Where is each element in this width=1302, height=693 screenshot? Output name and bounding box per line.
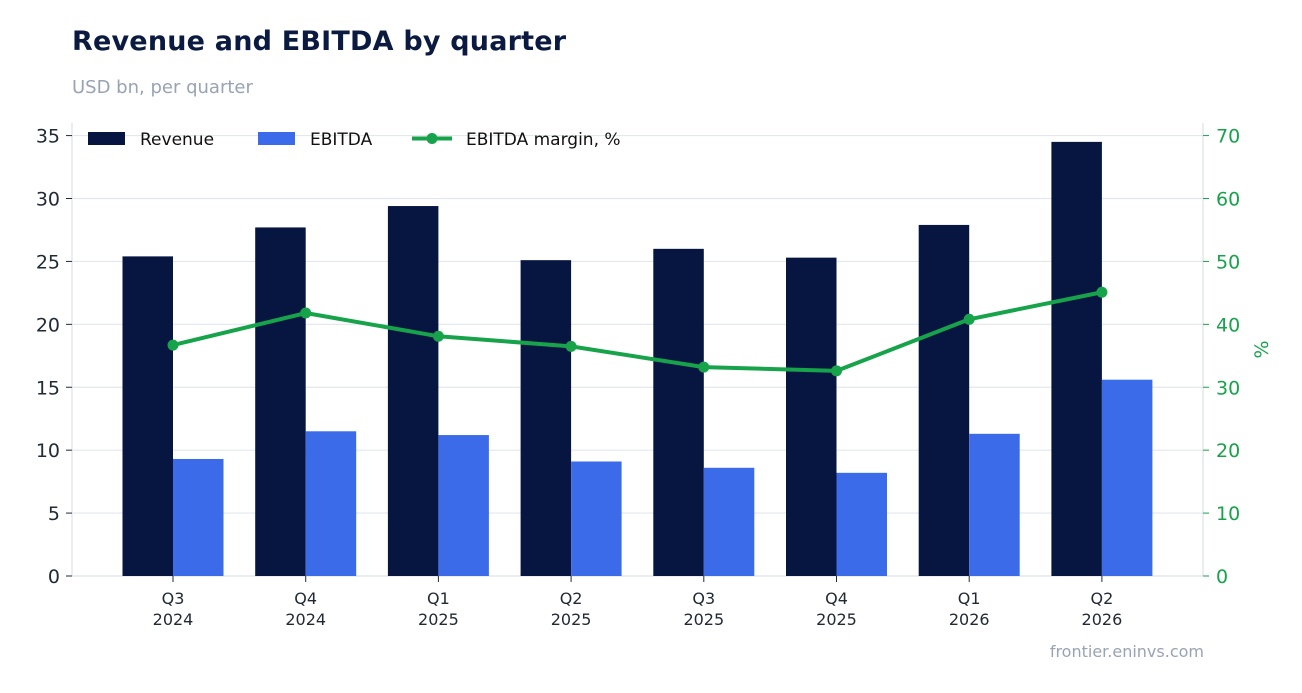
- ebitda-margin-point: [831, 365, 842, 377]
- ebitda-bar: [969, 433, 1020, 576]
- ebitda-bar: [438, 435, 489, 576]
- revenue-bar: [387, 206, 439, 577]
- x-tick-label-year: 2025: [418, 610, 459, 629]
- y-right-tick-label: 40: [1216, 314, 1240, 336]
- y-right-tick-label: 60: [1216, 189, 1240, 211]
- y-left-tick-label: 0: [48, 566, 60, 588]
- y-left-tick-label: 15: [36, 377, 60, 399]
- y-right-tick-label: 70: [1216, 126, 1240, 148]
- legend-label-revenue: Revenue: [140, 130, 214, 150]
- revenue-bar: [653, 248, 704, 577]
- x-tick-label-year: 2025: [683, 610, 724, 629]
- y-right-tick-label: 0: [1216, 566, 1228, 588]
- y-left-tick-label: 30: [36, 189, 60, 211]
- x-tick-label-quarter: Q4: [294, 589, 317, 608]
- x-tick-label-quarter: Q2: [1091, 589, 1114, 608]
- revenue-bar: [122, 256, 173, 576]
- y-right-tick-label: 30: [1216, 377, 1240, 399]
- legend-label-ebitda: EBITDA: [310, 130, 373, 150]
- x-tick-label-quarter: Q4: [825, 589, 848, 608]
- revenue-bar: [1051, 141, 1102, 576]
- x-tick-label-quarter: Q1: [958, 589, 981, 608]
- x-tick-label-year: 2025: [551, 610, 592, 629]
- y-left-tick-label: 25: [36, 251, 60, 273]
- legend-swatch-revenue: [88, 132, 125, 145]
- y-right-tick-label: 10: [1216, 503, 1240, 525]
- source-credit: frontier.eninvs.com: [1049, 642, 1204, 661]
- ebitda-bar: [571, 461, 622, 576]
- x-tick-label-year: 2024: [285, 610, 326, 629]
- ebitda-bar: [836, 472, 887, 576]
- ebitda-margin-point: [698, 361, 710, 373]
- x-tick-label-quarter: Q3: [692, 589, 715, 608]
- y-left-tick-label: 10: [36, 440, 60, 462]
- x-tick-label-year: 2025: [816, 610, 857, 629]
- x-tick-label-year: 2026: [949, 610, 990, 629]
- revenue-bar: [918, 224, 970, 577]
- x-tick-label-quarter: Q3: [162, 589, 185, 608]
- legend-label-margin: EBITDA margin, %: [466, 130, 621, 150]
- ebitda-margin-point: [565, 340, 577, 352]
- x-tick-label-year: 2026: [1082, 610, 1123, 629]
- y-right-axis-label: %: [1251, 340, 1273, 358]
- y-left-tick-label: 35: [36, 126, 60, 148]
- ebitda-bar: [173, 458, 224, 576]
- y-left-tick-label: 20: [36, 314, 60, 336]
- ebitda-bar: [305, 431, 357, 576]
- revenue-bar: [786, 257, 837, 576]
- x-tick-label-quarter: Q1: [427, 589, 450, 608]
- ebitda-margin-point: [300, 307, 312, 319]
- ebitda-bar: [1101, 379, 1153, 576]
- legend-swatch-margin-marker: [426, 133, 438, 144]
- revenue-bar: [255, 227, 306, 577]
- chart-title: Revenue and EBITDA by quarter: [72, 26, 567, 57]
- ebitda-bar: [703, 467, 755, 576]
- ebitda-margin-point: [1096, 286, 1108, 298]
- ebitda-margin-point: [963, 313, 975, 325]
- y-right-tick-label: 20: [1216, 440, 1240, 462]
- y-left-tick-label: 5: [48, 503, 60, 525]
- legend-swatch-ebitda: [258, 132, 295, 145]
- y-right-tick-label: 50: [1216, 251, 1240, 273]
- chart-subtitle: USD bn, per quarter: [72, 77, 253, 98]
- ebitda-margin-point: [167, 339, 179, 351]
- ebitda-margin-point: [432, 330, 444, 342]
- revenue-bar: [520, 260, 572, 576]
- x-tick-label-quarter: Q2: [560, 589, 583, 608]
- ebitda-margin-line: [172, 290, 1103, 373]
- x-tick-label-year: 2024: [153, 610, 194, 629]
